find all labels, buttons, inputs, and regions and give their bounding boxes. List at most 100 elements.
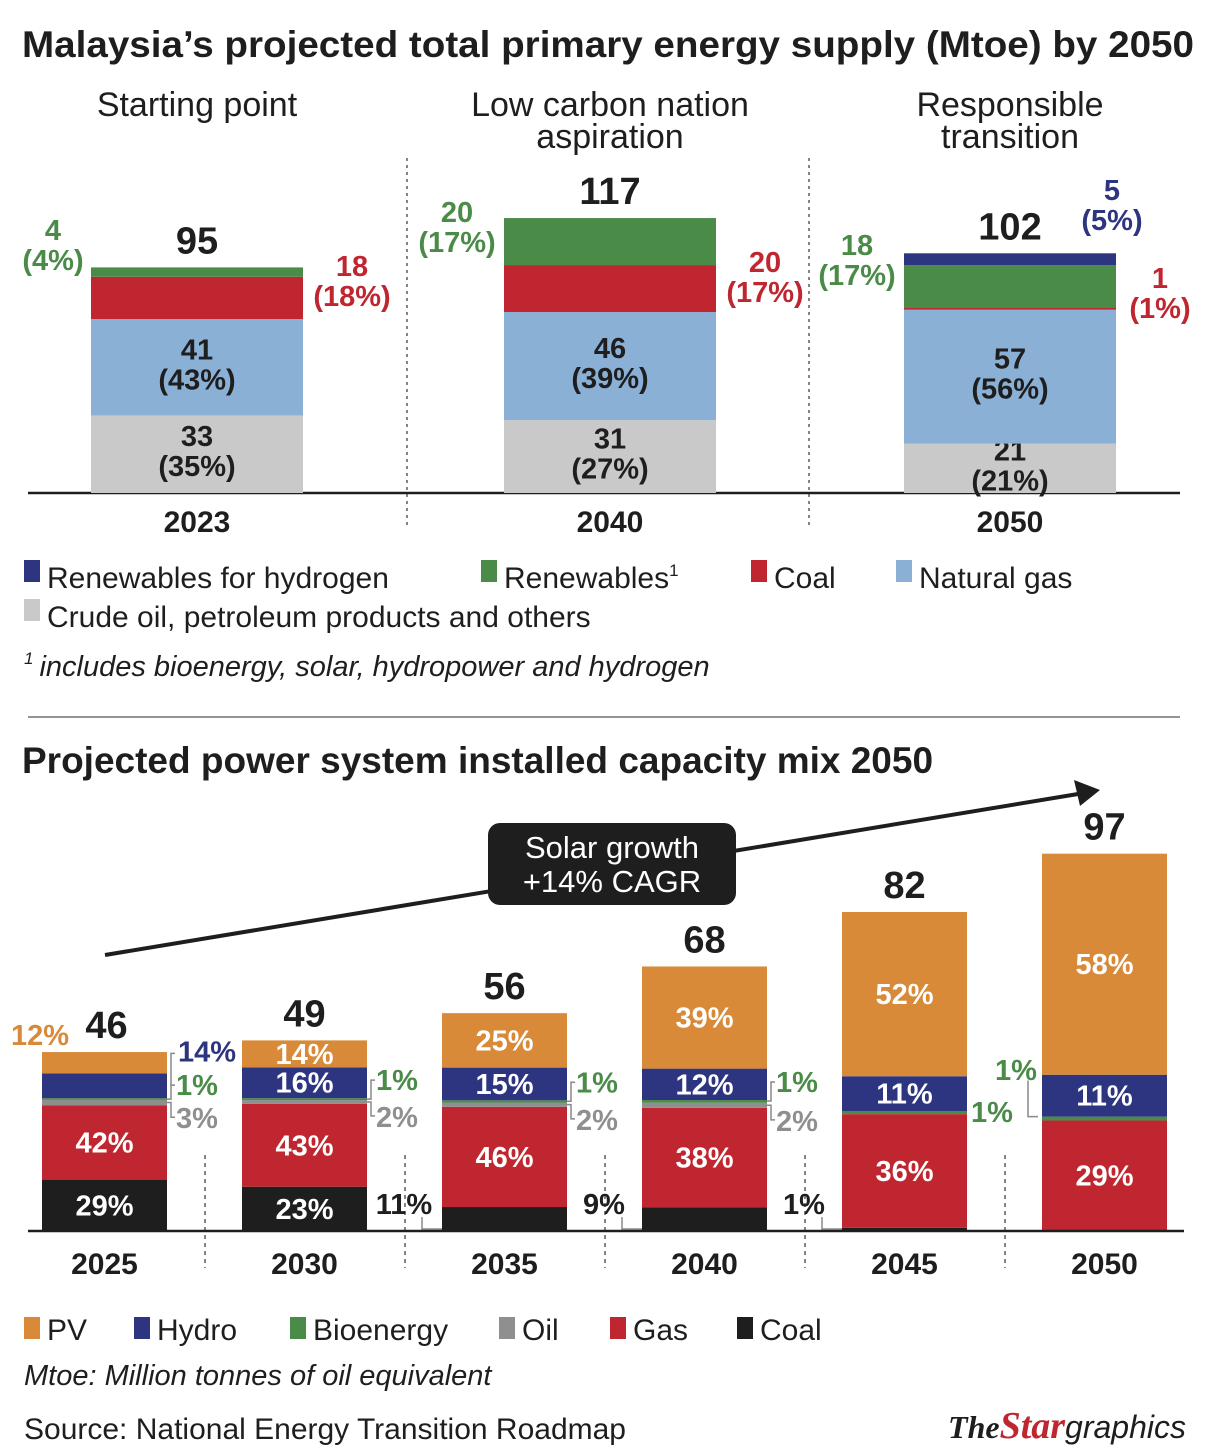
label-connector xyxy=(567,1103,575,1120)
segment-label: 42% xyxy=(75,1127,133,1159)
x-tick-label: 2030 xyxy=(271,1248,338,1281)
legend-item: Renewables1 xyxy=(481,560,679,595)
segment-label: 14% xyxy=(275,1039,333,1071)
segment-label-bioenergy: 1% xyxy=(776,1067,818,1099)
bar-segment-hydro xyxy=(442,1067,567,1101)
segment-label-coal: 20 (17%) xyxy=(726,247,803,309)
bar-total: 46 xyxy=(85,1005,127,1047)
legend-label: Coal xyxy=(774,562,836,595)
legend-item: Renewables for hydrogen xyxy=(24,560,389,595)
segment-label-coal: 9% xyxy=(583,1189,625,1221)
legend-item: Crude oil, petroleum products and others xyxy=(24,599,591,634)
segment-label-renewables: 20 (17%) xyxy=(418,197,495,259)
segment-label-coal: 1% xyxy=(783,1189,825,1221)
segment-label-bioenergy: 1% xyxy=(576,1067,618,1099)
bar-segment-coal-power xyxy=(842,1227,967,1231)
bar-segment-coal xyxy=(91,276,303,320)
bar-segment-crude-oil xyxy=(504,420,716,493)
label-connector xyxy=(421,1217,442,1230)
label-connector xyxy=(167,1084,175,1100)
bar-segment-renewables-hydrogen xyxy=(904,253,1116,266)
bar-segment-bioenergy xyxy=(1042,1116,1167,1121)
bar-segment-hydro xyxy=(642,1068,767,1101)
legend-item: Coal xyxy=(751,560,836,595)
segment-label: 16% xyxy=(275,1068,333,1100)
bar-segment-hydro xyxy=(242,1067,367,1099)
segment-label: 43% xyxy=(275,1130,333,1162)
segment-label-bioenergy: 1% xyxy=(176,1070,218,1102)
scenario-header: transition xyxy=(941,118,1079,156)
segment-label: 33 (35%) xyxy=(158,421,235,483)
top-legend: Renewables for hydrogen Renewables1 Coal Na… xyxy=(24,560,1072,634)
segment-label-renewables: 4 (4%) xyxy=(22,215,83,277)
bar-segment-oil xyxy=(442,1102,567,1107)
legend-item: Bioenergy xyxy=(290,1314,448,1347)
segment-label: 39% xyxy=(675,1003,733,1035)
bar-segment-renewables xyxy=(504,218,716,266)
legend-label: Natural gas xyxy=(919,562,1072,595)
bar-total: 82 xyxy=(883,865,925,907)
legend-swatch xyxy=(481,560,497,582)
label-connector xyxy=(821,1217,842,1230)
bar-segment-bioenergy xyxy=(42,1098,167,1100)
legend-swatch xyxy=(24,599,40,621)
x-tick-label: 2045 xyxy=(871,1248,938,1281)
segment-label: 41 (43%) xyxy=(158,334,235,396)
segment-label-hydro: 14% xyxy=(178,1036,236,1068)
segment-label: 38% xyxy=(675,1143,733,1175)
bar-segment-pv xyxy=(1042,853,1167,1075)
bar-segment-gas xyxy=(242,1103,367,1187)
label-connector xyxy=(767,1081,775,1102)
bar-segment-hydro xyxy=(842,1076,967,1111)
legend-label: Renewables for hydrogen xyxy=(47,562,389,595)
legend-swatch xyxy=(24,1317,40,1339)
segment-label-pv: 12% xyxy=(11,1020,69,1052)
segment-label-oil: 2% xyxy=(776,1106,818,1138)
segment-label: 29% xyxy=(1075,1161,1133,1193)
x-tick-label: 2050 xyxy=(977,506,1044,539)
legend-swatch xyxy=(610,1317,626,1339)
bar-segment-renewables xyxy=(904,265,1116,308)
bar-segment-coal xyxy=(504,265,716,313)
callout-line-2: +14% CAGR xyxy=(523,864,701,899)
scenario-header: Responsible xyxy=(916,86,1103,124)
bar-segment-pv xyxy=(642,966,767,1069)
bar-segment-gas xyxy=(642,1107,767,1208)
scenario-header: Starting point xyxy=(97,86,298,124)
legend-swatch xyxy=(896,560,912,582)
x-tick-label: 2050 xyxy=(1071,1248,1138,1281)
segment-label-coal: 1 (1%) xyxy=(1129,263,1190,325)
bar-segment-oil xyxy=(42,1099,167,1106)
bar-segment-oil xyxy=(642,1102,767,1108)
legend-swatch xyxy=(499,1317,515,1339)
bar-total: 97 xyxy=(1083,807,1125,849)
bar-segment-pv xyxy=(842,912,967,1077)
legend-label: Coal xyxy=(760,1314,822,1347)
bottom-chart: 29%42%3%1%14%12% 46202523%43%2%1%16%14%49… xyxy=(11,807,1184,1281)
segment-label-bioenergy: 1% xyxy=(995,1055,1037,1087)
bar-segment-bioenergy xyxy=(642,1100,767,1103)
solar-growth-callout: Solar growth +14% CAGR xyxy=(488,823,736,905)
bar-total: 56 xyxy=(483,966,525,1008)
bar-segment-pv xyxy=(42,1052,167,1074)
segment-label-oil: 2% xyxy=(376,1102,418,1134)
callout-line-1: Solar growth xyxy=(525,830,699,865)
segment-label: 29% xyxy=(75,1190,133,1222)
bar-segment-pv xyxy=(242,1040,367,1068)
legend-item: Gas xyxy=(610,1314,688,1347)
bar-segment-crude-oil xyxy=(91,415,303,493)
bar-total: 68 xyxy=(683,919,725,961)
bar-segment-oil xyxy=(242,1100,367,1104)
x-tick-label: 2025 xyxy=(71,1248,138,1281)
legend-label: Renewables1 xyxy=(504,561,679,595)
bar-total: 102 xyxy=(978,206,1041,248)
segment-label: 57 (56%) xyxy=(971,344,1048,406)
bar-segment-hydro xyxy=(1042,1074,1167,1117)
segment-label: 12% xyxy=(675,1069,733,1101)
bar-total: 95 xyxy=(176,220,218,262)
segment-label-oil: 3% xyxy=(176,1103,218,1135)
legend-item: Coal xyxy=(737,1314,822,1347)
legend-label: Gas xyxy=(633,1314,688,1347)
legend-item: Oil xyxy=(499,1314,559,1347)
